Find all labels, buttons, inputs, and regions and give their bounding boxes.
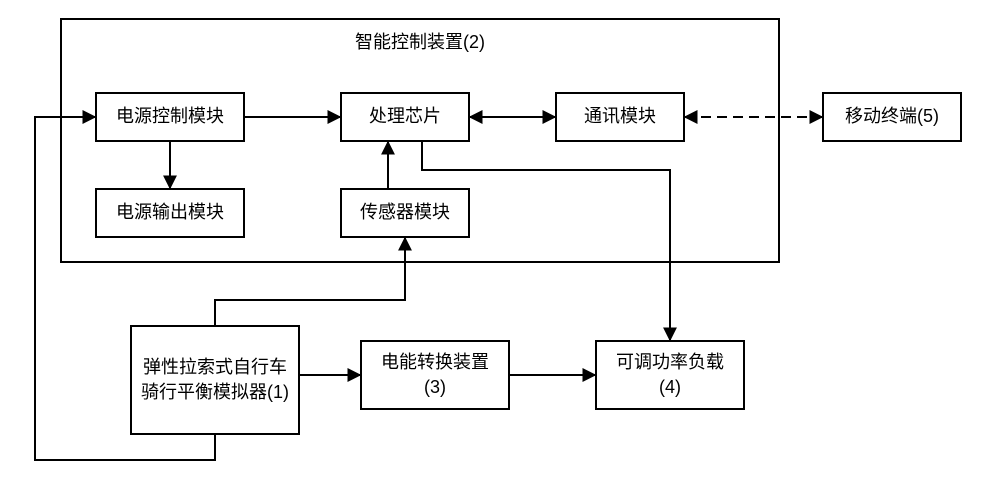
power-output-module: 电源输出模块: [95, 188, 245, 238]
sensor-module: 传感器模块: [340, 188, 470, 238]
balance-simulator: 弹性拉索式自行车骑行平衡模拟器(1): [130, 325, 300, 435]
power-conversion-label: 电能转换装置 (3): [381, 350, 489, 400]
communication-label: 通讯模块: [584, 104, 656, 129]
adjustable-load: 可调功率负载 (4): [595, 340, 745, 410]
intelligent-control-title: 智能控制装置(2): [320, 28, 520, 54]
communication-module: 通讯模块: [555, 92, 685, 142]
mobile-terminal: 移动终端(5): [822, 92, 962, 142]
processing-chip-label: 处理芯片: [369, 104, 441, 129]
power-control-module: 电源控制模块: [95, 92, 245, 142]
mobile-terminal-label: 移动终端(5): [845, 104, 939, 129]
power-conversion: 电能转换装置 (3): [360, 340, 510, 410]
power-control-label: 电源控制模块: [116, 104, 224, 129]
sensor-label: 传感器模块: [360, 200, 450, 225]
power-output-label: 电源输出模块: [116, 200, 224, 225]
simulator-label: 弹性拉索式自行车骑行平衡模拟器(1): [136, 355, 294, 405]
processing-chip: 处理芯片: [340, 92, 470, 142]
adjustable-load-label: 可调功率负载 (4): [616, 350, 724, 400]
